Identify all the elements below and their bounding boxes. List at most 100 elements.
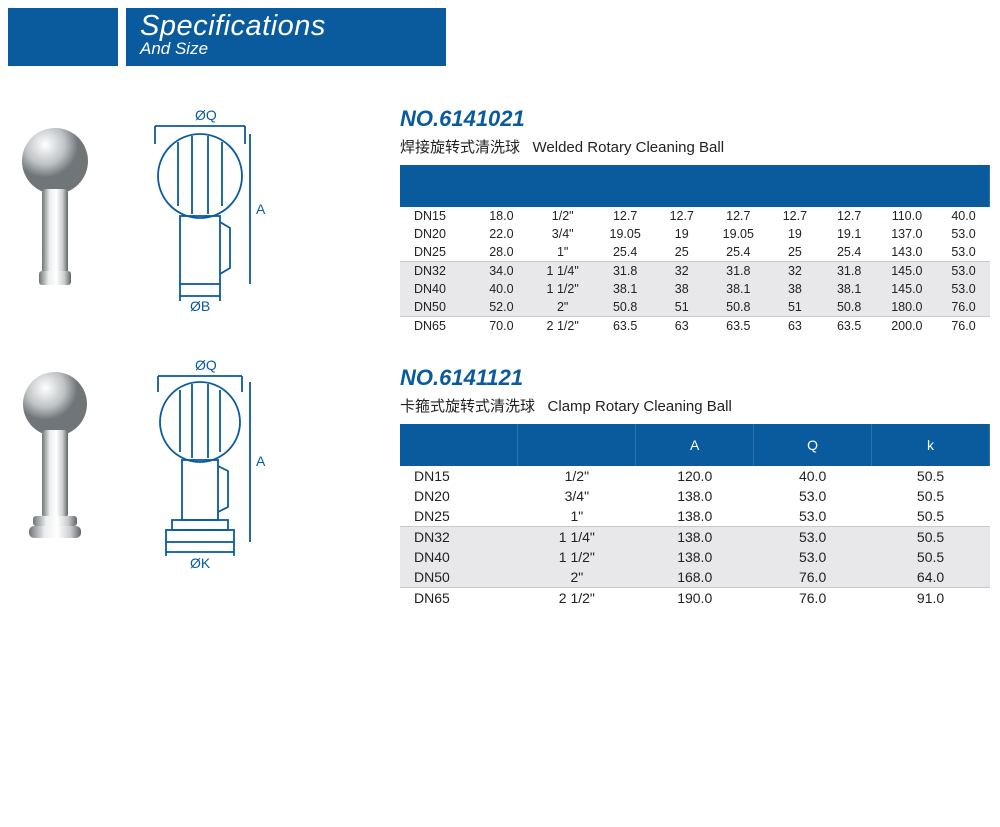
table-cell: 138.0 (636, 506, 754, 527)
table-cell: 12.7 (768, 207, 822, 225)
section-number-1: NO.6141021 (400, 106, 990, 132)
table-cell: 19.05 (709, 225, 768, 243)
table-cell: 3/4" (518, 486, 636, 506)
table-cell: 145.0 (876, 280, 937, 298)
table-row: DN1518.01/2"12.712.712.712.712.7110.040.… (400, 207, 990, 225)
table-cell: 53.0 (754, 547, 872, 567)
table-cell: 19.05 (596, 225, 655, 243)
product-photo-2 (10, 366, 100, 556)
table-cell: 12.7 (822, 207, 876, 225)
section-1: NO.6141021 焊接旋转式清洗球 Welded Rotary Cleani… (400, 106, 990, 335)
diagram-label-q: ØQ (195, 107, 217, 123)
product-row-2: ØQ A ØK (10, 356, 390, 566)
table-cell: 137.0 (876, 225, 937, 243)
table-cell: 50.5 (872, 547, 990, 567)
table-cell: 53.0 (754, 527, 872, 548)
table-cell: 76.0 (754, 567, 872, 588)
table-cell: DN50 (400, 567, 518, 588)
header-bar: Specifications And Size (8, 8, 1000, 66)
table-row: DN4040.01 1/2"38.13838.13838.1145.053.0 (400, 280, 990, 298)
spec-table-1: DN1518.01/2"12.712.712.712.712.7110.040.… (400, 165, 990, 335)
diagram-label-a: A (256, 201, 266, 217)
table-cell: DN15 (400, 466, 518, 486)
table-cell: 50.8 (596, 298, 655, 317)
table-cell: 1 1/2" (518, 547, 636, 567)
table-cell: 200.0 (876, 317, 937, 336)
table-cell: 32 (655, 262, 709, 281)
table-cell: 2" (518, 567, 636, 588)
table-cell: 40.0 (473, 280, 530, 298)
svg-text:A: A (256, 453, 266, 469)
table-header-row-2: A Q k (400, 424, 990, 466)
table-cell: 1 1/2" (530, 280, 596, 298)
table-cell: DN32 (400, 262, 473, 281)
table-cell: 138.0 (636, 547, 754, 567)
table-cell: 31.8 (822, 262, 876, 281)
table-cell: 64.0 (872, 567, 990, 588)
section-2: NO.6141121 卡箍式旋转式清洗球 Clamp Rotary Cleani… (400, 365, 990, 608)
table-row: DN3234.01 1/4"31.83231.83231.8145.053.0 (400, 262, 990, 281)
left-column: ØQ A ØB (10, 106, 390, 608)
table-cell: 76.0 (938, 317, 990, 336)
table-cell: 40.0 (938, 207, 990, 225)
table-cell: 28.0 (473, 243, 530, 262)
product-diagram-1: ØQ A ØB (130, 106, 280, 316)
table-row: DN652 1/2"190.076.091.0 (400, 588, 990, 609)
table-cell: 138.0 (636, 527, 754, 548)
table-cell: 50.5 (872, 486, 990, 506)
section-name-1: 焊接旋转式清洗球 Welded Rotary Cleaning Ball (400, 136, 990, 157)
table-cell: 63.5 (822, 317, 876, 336)
table-cell: 38 (768, 280, 822, 298)
table-cell: 25 (768, 243, 822, 262)
product-diagram-2: ØQ A ØK (130, 356, 280, 566)
section-number-2: NO.6141121 (400, 365, 990, 391)
table-row: DN203/4"138.053.050.5 (400, 486, 990, 506)
table-cell: 91.0 (872, 588, 990, 609)
table-row: DN2022.03/4"19.051919.051919.1137.053.0 (400, 225, 990, 243)
table-cell: 50.5 (872, 527, 990, 548)
table-cell: DN32 (400, 527, 518, 548)
table-cell: DN65 (400, 588, 518, 609)
table-cell: 1/2" (530, 207, 596, 225)
table-row: DN401 1/2"138.053.050.5 (400, 547, 990, 567)
table-cell: 1/2" (518, 466, 636, 486)
table-cell: DN15 (400, 207, 473, 225)
table-row: DN321 1/4"138.053.050.5 (400, 527, 990, 548)
table-header-row (400, 165, 990, 207)
table-cell: 1 1/4" (530, 262, 596, 281)
table-cell: 168.0 (636, 567, 754, 588)
table-cell: 19 (655, 225, 709, 243)
table-cell: 1" (530, 243, 596, 262)
table-cell: 38.1 (822, 280, 876, 298)
table-cell: 110.0 (876, 207, 937, 225)
table-cell: 50.8 (709, 298, 768, 317)
table-row: DN6570.02 1/2"63.56363.56363.5200.076.0 (400, 317, 990, 336)
table-cell: 76.0 (754, 588, 872, 609)
table-cell: 63.5 (709, 317, 768, 336)
table-cell: 2" (530, 298, 596, 317)
table-cell: 53.0 (938, 280, 990, 298)
table-cell: 53.0 (754, 486, 872, 506)
table-cell: 18.0 (473, 207, 530, 225)
table-cell: 25.4 (709, 243, 768, 262)
table-cell: 38 (655, 280, 709, 298)
table-cell: 180.0 (876, 298, 937, 317)
table-cell: 53.0 (938, 225, 990, 243)
table-cell: 190.0 (636, 588, 754, 609)
table-cell: 38.1 (709, 280, 768, 298)
svg-text:ØQ: ØQ (195, 357, 217, 373)
table-cell: DN25 (400, 243, 473, 262)
table-cell: 51 (768, 298, 822, 317)
table-cell: 52.0 (473, 298, 530, 317)
table-cell: DN50 (400, 298, 473, 317)
table-cell: 145.0 (876, 262, 937, 281)
table-cell: 63.5 (596, 317, 655, 336)
table-cell: 31.8 (709, 262, 768, 281)
table-cell: 50.5 (872, 506, 990, 527)
table-row: DN5052.02"50.85150.85150.8180.076.0 (400, 298, 990, 317)
spec-table-2: A Q k DN151/2"120.040.050.5DN203/4"138.0… (400, 424, 990, 608)
diagram-label-b: ØB (190, 298, 210, 314)
table-cell: 53.0 (938, 243, 990, 262)
table-cell: 25.4 (822, 243, 876, 262)
table-cell: 12.7 (596, 207, 655, 225)
